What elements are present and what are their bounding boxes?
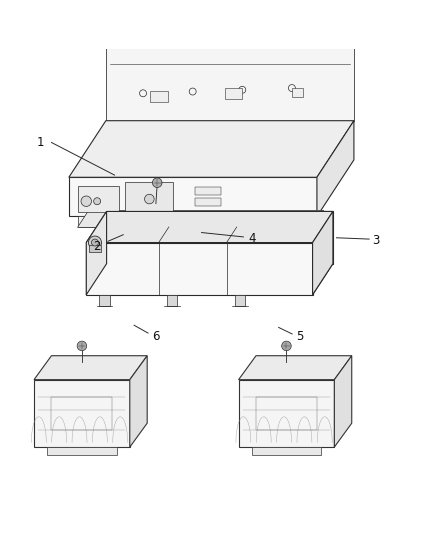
Polygon shape [106, 38, 354, 120]
Polygon shape [106, 212, 333, 264]
Polygon shape [239, 356, 352, 379]
Polygon shape [125, 182, 173, 212]
Polygon shape [99, 295, 110, 305]
Polygon shape [235, 295, 245, 305]
Circle shape [88, 236, 102, 249]
Polygon shape [195, 187, 221, 195]
Polygon shape [239, 379, 334, 447]
Text: 3: 3 [372, 234, 379, 247]
Circle shape [92, 239, 99, 246]
Polygon shape [78, 216, 313, 228]
Polygon shape [34, 379, 130, 447]
Polygon shape [47, 447, 117, 455]
Polygon shape [78, 211, 324, 228]
Circle shape [282, 341, 291, 351]
Polygon shape [313, 212, 333, 295]
Text: 5: 5 [296, 329, 303, 343]
Text: 1: 1 [37, 136, 44, 149]
Polygon shape [195, 198, 221, 206]
Text: 2: 2 [93, 240, 101, 253]
Polygon shape [86, 212, 106, 295]
Polygon shape [167, 295, 177, 305]
Polygon shape [78, 186, 119, 212]
Text: 6: 6 [152, 329, 159, 343]
Circle shape [145, 194, 154, 204]
Polygon shape [86, 212, 333, 243]
Polygon shape [317, 120, 354, 216]
Circle shape [94, 198, 101, 205]
Text: 4: 4 [248, 232, 255, 245]
Circle shape [81, 196, 92, 206]
Polygon shape [225, 88, 242, 99]
Polygon shape [69, 177, 317, 216]
Polygon shape [130, 356, 147, 447]
Circle shape [152, 178, 162, 188]
Polygon shape [34, 356, 147, 379]
Circle shape [77, 341, 87, 351]
Polygon shape [69, 120, 354, 177]
Polygon shape [151, 91, 168, 102]
Polygon shape [86, 264, 333, 295]
Polygon shape [292, 88, 303, 97]
Polygon shape [252, 447, 321, 455]
Polygon shape [334, 356, 352, 447]
Polygon shape [89, 245, 101, 252]
Polygon shape [86, 243, 313, 295]
